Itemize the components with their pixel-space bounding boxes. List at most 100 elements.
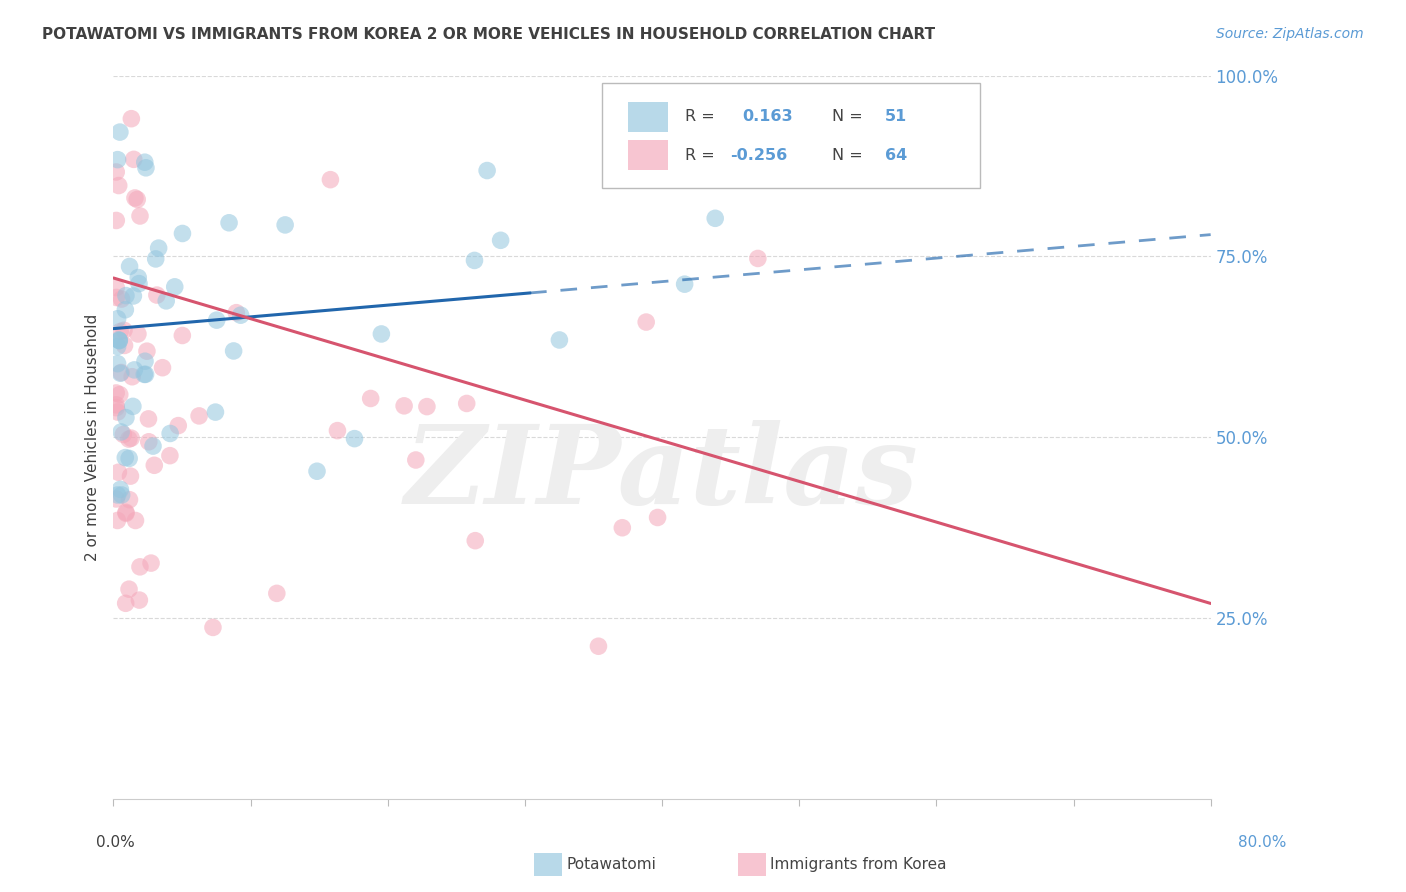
Point <box>405 453 427 467</box>
Text: R =: R = <box>685 147 714 162</box>
Point <box>222 343 245 358</box>
Point <box>274 218 297 232</box>
Text: 51: 51 <box>884 109 907 124</box>
Point <box>128 277 150 291</box>
Point <box>127 326 149 341</box>
Point <box>360 392 382 406</box>
Point <box>204 405 226 419</box>
Point <box>107 333 129 347</box>
Point <box>636 315 658 329</box>
FancyBboxPatch shape <box>602 83 980 187</box>
Point <box>704 211 727 226</box>
Point <box>326 424 349 438</box>
Point <box>129 209 152 223</box>
Text: Potawatomi: Potawatomi <box>567 857 657 871</box>
Point <box>108 387 131 401</box>
Point <box>124 191 146 205</box>
Point <box>124 514 146 528</box>
Point <box>122 153 145 167</box>
Point <box>118 260 141 274</box>
Point <box>107 488 129 502</box>
Point <box>118 432 141 446</box>
Point <box>159 426 181 441</box>
Point <box>135 368 157 382</box>
Point <box>229 308 252 322</box>
Point <box>122 400 145 414</box>
Point <box>110 366 132 380</box>
Point <box>107 339 129 353</box>
Text: Source: ZipAtlas.com: Source: ZipAtlas.com <box>1216 27 1364 41</box>
Text: POTAWATOMI VS IMMIGRANTS FROM KOREA 2 OR MORE VEHICLES IN HOUSEHOLD CORRELATION : POTAWATOMI VS IMMIGRANTS FROM KOREA 2 OR… <box>42 27 935 42</box>
Text: R =: R = <box>685 109 714 124</box>
Text: ZIPatlas: ZIPatlas <box>405 419 920 527</box>
Point <box>155 293 177 308</box>
Point <box>136 344 159 359</box>
Point <box>218 216 240 230</box>
Point <box>128 593 150 607</box>
Point <box>105 491 128 506</box>
FancyBboxPatch shape <box>628 102 668 132</box>
Point <box>205 313 228 327</box>
Point <box>463 253 485 268</box>
Point <box>392 399 415 413</box>
Point <box>266 586 288 600</box>
Point <box>475 163 498 178</box>
Point <box>138 434 160 449</box>
Point <box>163 280 186 294</box>
Point <box>134 155 156 169</box>
Point <box>673 277 696 292</box>
Point <box>107 178 129 193</box>
Point <box>319 172 342 186</box>
Point <box>115 505 138 519</box>
Point <box>138 412 160 426</box>
Point <box>118 451 141 466</box>
Point <box>129 559 152 574</box>
Point <box>108 334 131 348</box>
Point <box>225 306 247 320</box>
Point <box>305 464 328 478</box>
Point <box>107 357 129 371</box>
Point <box>110 325 132 339</box>
Text: 0.0%: 0.0% <box>96 836 135 850</box>
Point <box>105 165 128 179</box>
Point <box>139 556 162 570</box>
Point <box>612 521 634 535</box>
Text: 64: 64 <box>884 147 907 162</box>
Point <box>456 396 478 410</box>
Point <box>110 483 132 497</box>
Point <box>115 410 138 425</box>
Point <box>118 492 141 507</box>
Point <box>107 513 129 527</box>
Point <box>115 506 138 520</box>
Point <box>159 449 181 463</box>
Point <box>201 620 224 634</box>
Point <box>588 639 610 653</box>
Point <box>108 334 131 348</box>
Point <box>134 368 156 382</box>
Point <box>747 252 769 266</box>
Point <box>370 326 392 341</box>
Point <box>105 290 128 304</box>
Point <box>548 333 571 347</box>
Point <box>172 328 194 343</box>
Point <box>146 288 169 302</box>
Point <box>127 270 149 285</box>
Point <box>112 427 135 442</box>
Point <box>105 386 128 401</box>
Point <box>343 432 366 446</box>
Point <box>464 533 486 548</box>
Point <box>105 398 128 412</box>
Text: Immigrants from Korea: Immigrants from Korea <box>770 857 948 871</box>
Point <box>647 510 669 524</box>
Point <box>112 323 135 337</box>
Point <box>143 458 166 473</box>
Point <box>107 465 129 479</box>
Point <box>114 596 136 610</box>
Point <box>188 409 211 423</box>
Point <box>114 302 136 317</box>
Point <box>110 366 132 380</box>
Point <box>124 363 146 377</box>
Point <box>120 469 142 483</box>
Point <box>110 425 132 439</box>
Point <box>110 292 132 306</box>
